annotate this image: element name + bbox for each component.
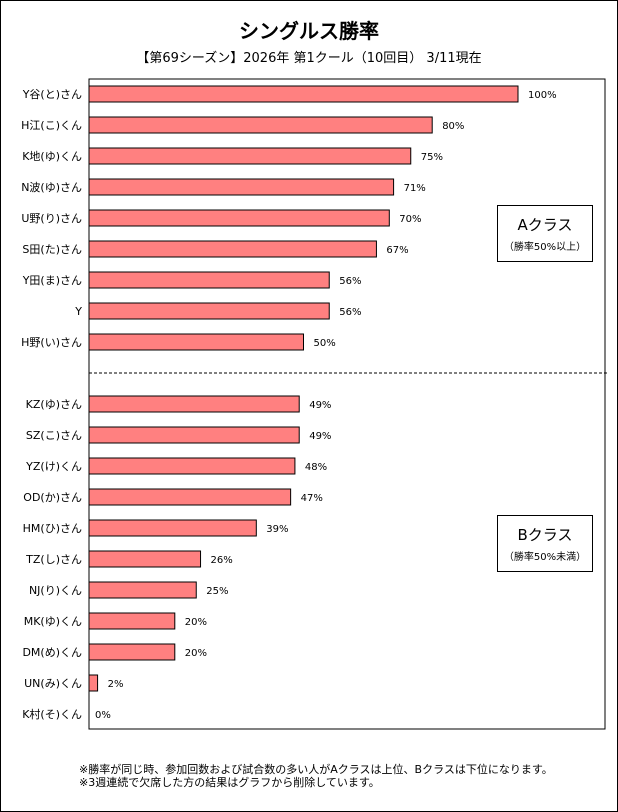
- value-label: 49%: [309, 431, 331, 442]
- bar: [88, 674, 99, 692]
- bar: [88, 519, 257, 537]
- value-label: 50%: [314, 338, 336, 349]
- bar: [88, 581, 197, 599]
- bar: [88, 395, 300, 413]
- bar: [88, 612, 176, 630]
- bar: [88, 550, 202, 568]
- footnotes: ※勝率が同じ時、参加回数および試合数の多い人がAクラスは上位、Bクラスは下位にな…: [79, 763, 553, 789]
- bar: [88, 147, 412, 165]
- category-label: N波(ゆ)さん: [21, 181, 82, 194]
- bar: [88, 457, 296, 475]
- bar: [88, 302, 330, 320]
- category-label: H野(い)さん: [21, 336, 82, 349]
- value-label: 71%: [404, 183, 426, 194]
- footnote-1: ※勝率が同じ時、参加回数および試合数の多い人がAクラスは上位、Bクラスは下位にな…: [79, 763, 553, 776]
- bar: [88, 643, 176, 661]
- value-label: 75%: [421, 152, 443, 163]
- class-a-box: Aクラス （勝率50%以上）: [497, 205, 593, 262]
- value-label: 0%: [95, 710, 111, 721]
- value-label: 67%: [386, 245, 408, 256]
- value-label: 56%: [339, 276, 361, 287]
- bar: [88, 116, 433, 134]
- class-a-desc: （勝率50%以上）: [503, 242, 587, 253]
- category-label: TZ(し)さん: [25, 553, 82, 566]
- value-label: 80%: [442, 121, 464, 132]
- value-label: 48%: [305, 462, 327, 473]
- category-label: SZ(こ)さん: [26, 429, 82, 442]
- class-a-name: Aクラス: [517, 216, 573, 234]
- value-label: 20%: [185, 648, 207, 659]
- category-label: U野(り)さん: [21, 212, 82, 225]
- category-label: K村(そ)くん: [22, 707, 82, 721]
- bar: [88, 426, 300, 444]
- class-b-box: Bクラス （勝率50%未満）: [497, 515, 593, 572]
- bar: [88, 333, 304, 351]
- category-label: YZ(け)くん: [25, 460, 82, 473]
- category-label: DM(め)くん: [22, 646, 82, 659]
- category-label: HM(ひ)さん: [23, 522, 82, 535]
- class-b-desc: （勝率50%未満）: [503, 552, 587, 563]
- category-label: H江(こ)くん: [21, 119, 82, 132]
- value-label: 25%: [206, 586, 228, 597]
- value-label: 100%: [528, 90, 557, 101]
- bar: [88, 209, 390, 227]
- value-label: 56%: [339, 307, 361, 318]
- category-label: Y田(ま)さん: [22, 274, 82, 287]
- category-label: KZ(ゆ)さん: [26, 398, 82, 411]
- chart-title: シングルス勝率: [239, 19, 379, 43]
- value-label: 20%: [185, 617, 207, 628]
- category-label: OD(か)さん: [23, 491, 82, 504]
- bar: [88, 271, 330, 289]
- category-label: UN(み)くん: [24, 677, 82, 690]
- bar: [88, 85, 519, 103]
- class-b-name: Bクラス: [517, 526, 573, 544]
- value-label: 26%: [211, 555, 233, 566]
- category-label: S田(た)さん: [22, 243, 82, 256]
- category-label: Y: [74, 305, 82, 318]
- bar: [88, 488, 292, 506]
- category-label: K地(ゆ)くん: [22, 150, 82, 163]
- bar: [88, 240, 377, 258]
- chart-subtitle: 【第69シーズン】2026年 第1クール（10回目） 3/11現在: [136, 51, 482, 66]
- value-label: 47%: [301, 493, 323, 504]
- value-label: 39%: [266, 524, 288, 535]
- bar: [88, 178, 395, 196]
- footnote-2: ※3週連続で欠席した方の結果はグラフから削除しています。: [79, 776, 380, 789]
- category-label: NJ(り)くん: [29, 584, 82, 597]
- value-label: 70%: [399, 214, 421, 225]
- category-label: MK(ゆ)くん: [24, 615, 82, 628]
- value-label: 49%: [309, 400, 331, 411]
- value-label: 2%: [108, 679, 124, 690]
- category-label: Y谷(と)さん: [22, 88, 82, 101]
